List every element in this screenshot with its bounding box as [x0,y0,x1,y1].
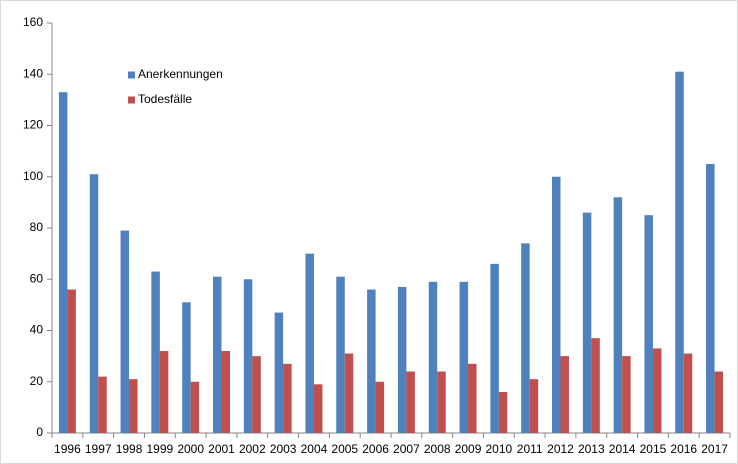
bar [58,92,68,433]
x-tick-label: 1998 [116,442,143,456]
x-tick-label: 2007 [393,442,420,456]
x-tick-label: 2004 [301,442,328,456]
bar [591,338,600,433]
bar [706,163,715,433]
bar [367,289,376,433]
x-tick-label: 2011 [517,442,543,456]
bar [529,379,539,433]
bar [129,379,138,433]
legend-label: Todesfälle [138,92,192,106]
x-tick-label: 2016 [670,442,697,456]
bar [120,230,130,433]
bar [397,286,407,433]
x-tick-label: 2014 [609,442,636,456]
bar [498,392,508,433]
bar [336,276,345,433]
x-tick-label: 2000 [177,442,204,456]
y-tick-label: 60 [30,271,44,285]
legend-swatch [128,71,135,79]
x-tick-label: 2003 [270,442,297,456]
x-tick-label: 2006 [362,442,389,456]
x-tick-label: 2013 [578,442,605,456]
bar [714,371,724,433]
bar [151,271,160,433]
x-tick-label: 2002 [239,442,266,456]
bar [521,243,530,433]
x-tick-label: 1997 [85,442,112,456]
bar [243,279,253,433]
y-tick-label: 160 [23,15,43,29]
y-tick-label: 40 [30,323,44,337]
bar [675,71,684,433]
bar [313,384,323,433]
x-tick-label: 2005 [331,442,358,456]
x-tick-label: 2010 [486,442,513,456]
bar [468,363,477,433]
bar [89,174,99,433]
bar [283,363,292,433]
x-tick-label: 2012 [547,442,574,456]
bar [683,353,693,433]
bar [560,356,569,433]
bar [582,212,592,433]
bar [182,302,191,433]
bar [490,263,499,433]
bar [622,356,631,433]
legend-label: Anerkennungen [138,67,223,81]
bar [67,289,76,433]
y-tick-label: 20 [30,374,44,388]
bar [274,312,284,433]
bar [652,348,662,433]
bar [98,376,107,433]
y-tick-label: 140 [23,66,43,80]
y-tick-label: 0 [36,425,43,439]
bar [252,356,261,433]
bar [552,176,561,433]
x-tick-label: 2015 [640,442,667,456]
x-tick-label: 1999 [147,442,174,456]
bar [459,281,469,433]
x-tick-label: 1996 [54,442,81,456]
x-tick-label: 2001 [208,442,235,456]
bar [428,281,438,433]
bar [305,253,314,433]
bar [344,353,354,433]
x-tick-label: 2017 [701,442,728,456]
bar [190,381,200,433]
y-tick-label: 80 [30,220,44,234]
y-tick-label: 120 [23,118,43,132]
x-tick-label: 2008 [424,442,451,456]
legend-swatch [128,96,135,104]
bar [213,276,222,433]
bar [613,197,623,433]
y-tick-label: 100 [23,169,43,183]
bar [375,381,385,433]
x-tick-label: 2009 [455,442,482,456]
bar [406,371,415,433]
bar [221,351,230,433]
bar [644,215,653,433]
bar [437,371,446,433]
bar [159,351,169,433]
